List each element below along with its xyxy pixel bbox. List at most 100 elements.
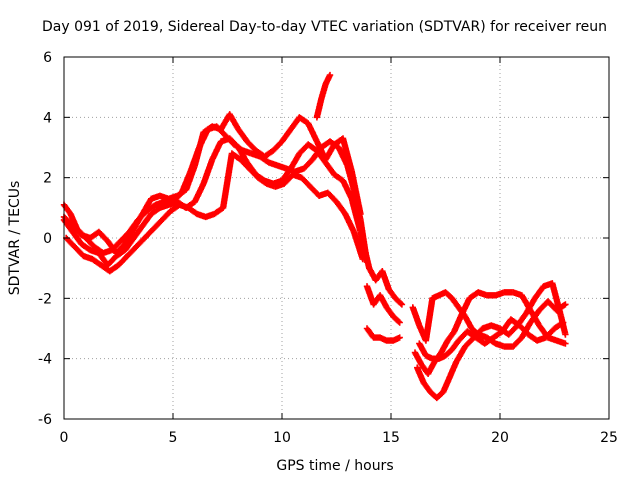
data-point (448, 338, 461, 353)
data-point (121, 236, 137, 254)
data-point (339, 177, 355, 201)
data-point (507, 316, 522, 328)
data-point (69, 222, 84, 238)
data-point (141, 226, 156, 242)
data-point (409, 304, 422, 328)
data-point (174, 187, 188, 199)
data-point (333, 198, 348, 216)
data-point (318, 82, 329, 103)
data-point (392, 295, 404, 307)
data-point (464, 328, 478, 340)
data-point (453, 344, 468, 365)
data-point (191, 130, 207, 169)
data-point (113, 242, 128, 257)
data-point (69, 228, 84, 246)
data-point (89, 255, 103, 268)
data-point (104, 237, 119, 256)
data-point (322, 142, 337, 163)
data-point (523, 296, 538, 317)
data-point (148, 205, 162, 218)
data-point (121, 227, 137, 248)
data-point (348, 168, 364, 216)
data-point (457, 296, 472, 320)
data-point (219, 151, 235, 211)
series-track-3 (63, 150, 366, 275)
data-point (124, 245, 139, 260)
data-point (235, 144, 250, 165)
data-point (139, 211, 154, 230)
chart-title: Day 091 of 2019, Sidereal Day-to-day VTE… (42, 19, 607, 35)
data-point (95, 249, 110, 268)
data-point (237, 156, 252, 171)
data-point (132, 235, 147, 251)
x-tick-label: 5 (169, 430, 178, 446)
data-point (562, 340, 569, 347)
data-point (246, 165, 261, 180)
data-point (342, 210, 357, 234)
data-point (95, 228, 110, 244)
data-point (130, 212, 145, 233)
y-axis-label: SDTVAR / TECUs (7, 181, 23, 296)
data-point (78, 240, 93, 253)
data-point (287, 115, 302, 133)
series-track-6 (363, 283, 403, 326)
data-point (228, 150, 243, 162)
series-track-12 (416, 316, 567, 362)
data-point (531, 284, 546, 302)
data-point (115, 254, 130, 269)
data-point (542, 326, 557, 341)
y-tick-label: 4 (43, 110, 52, 126)
y-tick-label: 2 (43, 171, 52, 187)
data-point (390, 313, 402, 325)
data-point (549, 280, 564, 319)
x-tick-label: 15 (382, 430, 400, 446)
data-point (562, 331, 569, 338)
data-point (348, 195, 364, 234)
y-tick-label: -2 (38, 291, 52, 307)
data-point (420, 379, 433, 394)
data-point (324, 189, 339, 204)
data-point (326, 71, 334, 79)
data-point (339, 135, 355, 174)
data-point (446, 359, 459, 380)
data-point (422, 296, 436, 344)
data-point (444, 329, 457, 344)
y-tick-label: 0 (43, 231, 52, 247)
data-point (287, 151, 302, 172)
data-point (363, 325, 376, 340)
data-point (442, 347, 455, 359)
data-point (442, 289, 455, 301)
axes: 0 5 10 15 20 25 -6 -4 -2 0 2 4 6 (38, 50, 618, 446)
series-track-4 (60, 111, 364, 257)
data-point (516, 322, 531, 337)
data-point (560, 319, 567, 326)
data-point (150, 217, 165, 233)
data-point (490, 329, 505, 341)
data-point (278, 127, 293, 145)
data-point (305, 120, 320, 144)
data-point (211, 205, 226, 218)
data-point (379, 268, 392, 292)
data-point (261, 148, 276, 160)
data-point (104, 254, 119, 269)
series-track-8 (366, 265, 406, 308)
y-tick-label: -6 (38, 412, 52, 428)
x-tick-label: 0 (60, 430, 69, 446)
data-point (414, 364, 427, 385)
data-point (499, 317, 514, 335)
data-point (243, 138, 258, 153)
data-point (130, 223, 145, 242)
data-point (298, 174, 313, 189)
data-point (254, 174, 269, 186)
x-axis-label: GPS time / hours (276, 458, 393, 474)
data-point (509, 335, 524, 350)
data-point (383, 304, 396, 319)
data-point (350, 228, 366, 261)
y-tick-label: 6 (43, 50, 52, 66)
data-point (433, 389, 446, 402)
data-marks (60, 71, 569, 402)
data-point (270, 139, 285, 154)
data-point (331, 171, 345, 183)
data-point (191, 181, 206, 205)
y-tick-label: -4 (38, 352, 52, 368)
